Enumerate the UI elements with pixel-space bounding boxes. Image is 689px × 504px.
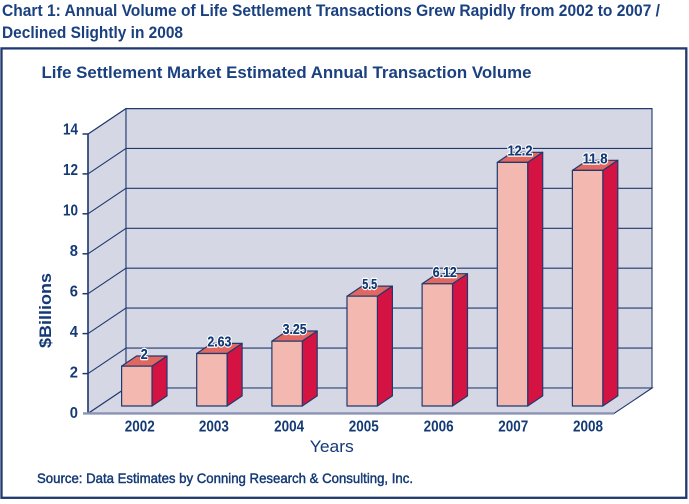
svg-text:$Billions: $Billions bbox=[36, 273, 55, 348]
svg-text:12: 12 bbox=[63, 162, 78, 179]
svg-text:6.12: 6.12 bbox=[433, 264, 457, 281]
svg-text:2.63: 2.63 bbox=[207, 334, 231, 351]
svg-text:8: 8 bbox=[70, 243, 78, 260]
svg-text:12.2: 12.2 bbox=[508, 142, 533, 159]
svg-text:2004: 2004 bbox=[274, 418, 304, 435]
svg-text:2: 2 bbox=[141, 346, 148, 363]
svg-text:12.2: 12.2 bbox=[508, 142, 533, 159]
svg-text:5.5: 5.5 bbox=[362, 276, 377, 293]
svg-text:11.8: 11.8 bbox=[583, 150, 608, 167]
svg-text:4: 4 bbox=[70, 324, 78, 341]
svg-text:0: 0 bbox=[70, 405, 78, 422]
svg-text:2.63: 2.63 bbox=[207, 334, 231, 351]
svg-text:14: 14 bbox=[63, 121, 78, 138]
svg-text:2005: 2005 bbox=[349, 418, 379, 435]
svg-text:Chart 1: Annual Volume of Life: Chart 1: Annual Volume of Life Settlemen… bbox=[2, 1, 660, 20]
svg-text:Declined Slightly in 2008: Declined Slightly in 2008 bbox=[2, 23, 183, 42]
svg-text:2: 2 bbox=[141, 346, 148, 363]
svg-text:11.8: 11.8 bbox=[583, 150, 608, 167]
svg-text:2007: 2007 bbox=[498, 418, 528, 435]
svg-text:5.5: 5.5 bbox=[362, 276, 377, 293]
svg-text:Years: Years bbox=[310, 438, 354, 456]
svg-text:2006: 2006 bbox=[424, 418, 454, 435]
svg-text:Source: Data Estimates by Conn: Source: Data Estimates by Conning Resear… bbox=[37, 470, 413, 486]
svg-text:2: 2 bbox=[70, 365, 78, 382]
svg-text:3.25: 3.25 bbox=[283, 321, 307, 338]
svg-text:2002: 2002 bbox=[125, 418, 155, 435]
svg-text:Life Settlement Market Estimat: Life Settlement Market Estimated Annual … bbox=[42, 63, 532, 82]
svg-text:10: 10 bbox=[63, 202, 78, 219]
svg-text:6.12: 6.12 bbox=[433, 264, 457, 281]
svg-text:3.25: 3.25 bbox=[283, 321, 307, 338]
svg-text:2003: 2003 bbox=[199, 418, 229, 435]
svg-text:2008: 2008 bbox=[573, 418, 603, 435]
svg-text:6: 6 bbox=[70, 283, 78, 300]
